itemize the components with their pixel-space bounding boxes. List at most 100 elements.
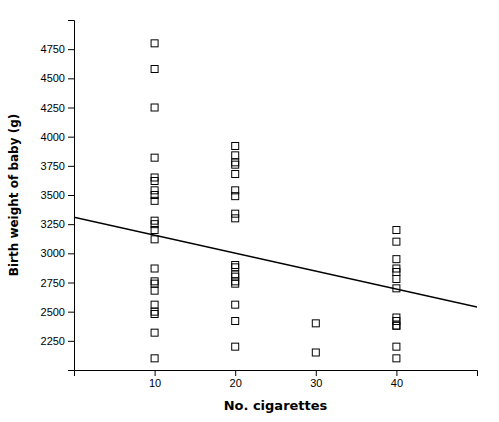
point (393, 322, 400, 329)
tick: 3500 (41, 189, 74, 201)
tick-label: 30 (310, 377, 322, 389)
tick: 4750 (41, 43, 74, 55)
tick-mark (235, 370, 236, 376)
point (312, 320, 319, 327)
point (151, 187, 158, 194)
point (151, 287, 158, 294)
tick-label: 2750 (41, 277, 65, 289)
tick-label: 4500 (41, 72, 65, 84)
point (232, 171, 239, 178)
tick: 2500 (41, 306, 74, 318)
plot: 10 20 30 40 2250 2500 2750 3000 3250 3500 3750 4000… (41, 21, 478, 389)
tick: 3750 (41, 160, 74, 172)
tick-label: 3000 (41, 247, 65, 259)
tick: 10 (149, 370, 161, 389)
tick: 4250 (41, 102, 74, 114)
point (232, 215, 239, 222)
tick-mark (68, 137, 74, 138)
y-axis-title: Birth weight of baby (g) (7, 114, 21, 277)
tick-mark (68, 341, 74, 342)
point (232, 262, 239, 269)
x-axis: 10 20 30 40 (75, 370, 478, 389)
point (232, 301, 239, 308)
tick: 4500 (41, 72, 74, 84)
point (393, 238, 400, 245)
point (232, 273, 239, 280)
y-axis: 2250 2500 2750 3000 3250 3500 3750 4000 4250 4500… (41, 21, 75, 371)
tick-mark (316, 370, 317, 376)
tick-mark (68, 312, 74, 313)
point (232, 278, 239, 285)
point (151, 280, 158, 287)
axis-line (68, 21, 75, 371)
tick-mark (68, 78, 74, 79)
tick-label: 4250 (41, 102, 65, 114)
tick-label: 3500 (41, 189, 65, 201)
point (393, 256, 400, 263)
axis-line (75, 371, 478, 377)
marks (74, 40, 477, 362)
tick-label: 40 (391, 377, 403, 389)
point (232, 143, 239, 150)
point (232, 280, 239, 287)
point (232, 159, 239, 166)
tick-label: 4750 (41, 43, 65, 55)
point (393, 269, 400, 276)
tick: 40 (391, 370, 403, 389)
point (151, 301, 158, 308)
point (151, 40, 158, 47)
tick-mark (68, 108, 74, 109)
point (151, 355, 158, 362)
tick: 20 (230, 370, 242, 389)
regression-line (74, 217, 477, 307)
tick-label: 20 (230, 377, 242, 389)
point (151, 154, 158, 161)
point (151, 197, 158, 204)
point (151, 236, 158, 243)
point (232, 343, 239, 350)
tick: 2250 (41, 335, 74, 347)
tick: 2750 (41, 277, 74, 289)
point (151, 66, 158, 73)
point (232, 193, 239, 200)
point (151, 308, 158, 315)
tick: 30 (310, 370, 322, 389)
tick-label: 2250 (41, 335, 65, 347)
point (232, 318, 239, 325)
point (393, 318, 400, 325)
point (151, 329, 158, 336)
point (151, 278, 158, 285)
tick: 3000 (41, 247, 74, 259)
tick-mark (68, 253, 74, 254)
point (151, 104, 158, 111)
point (232, 271, 239, 278)
point (151, 265, 158, 272)
tick-label: 3750 (41, 160, 65, 172)
point (232, 152, 239, 159)
point (393, 285, 400, 292)
point (393, 276, 400, 283)
point (393, 227, 400, 234)
tick-mark (396, 370, 397, 376)
tick: 4000 (41, 131, 74, 143)
tick-mark (155, 370, 156, 376)
x-axis-title: No. cigarettes (224, 398, 328, 413)
tick-mark (68, 224, 74, 225)
point (393, 322, 400, 329)
tick-label: 2500 (41, 306, 65, 318)
point (232, 264, 239, 271)
tick-mark (68, 195, 74, 196)
point (151, 227, 158, 234)
tick: 3250 (41, 218, 74, 230)
tick-mark (68, 49, 74, 50)
point (393, 343, 400, 350)
tick-label: 10 (149, 377, 161, 389)
point (232, 210, 239, 217)
tick-label: 3250 (41, 218, 65, 230)
tick-mark (68, 283, 74, 284)
chart: 10 20 30 40 2250 2500 2750 3000 3250 3500 3750 4000… (0, 0, 499, 422)
tick-label: 4000 (41, 131, 65, 143)
tick-mark (68, 166, 74, 167)
point (312, 349, 319, 356)
point (151, 178, 158, 185)
